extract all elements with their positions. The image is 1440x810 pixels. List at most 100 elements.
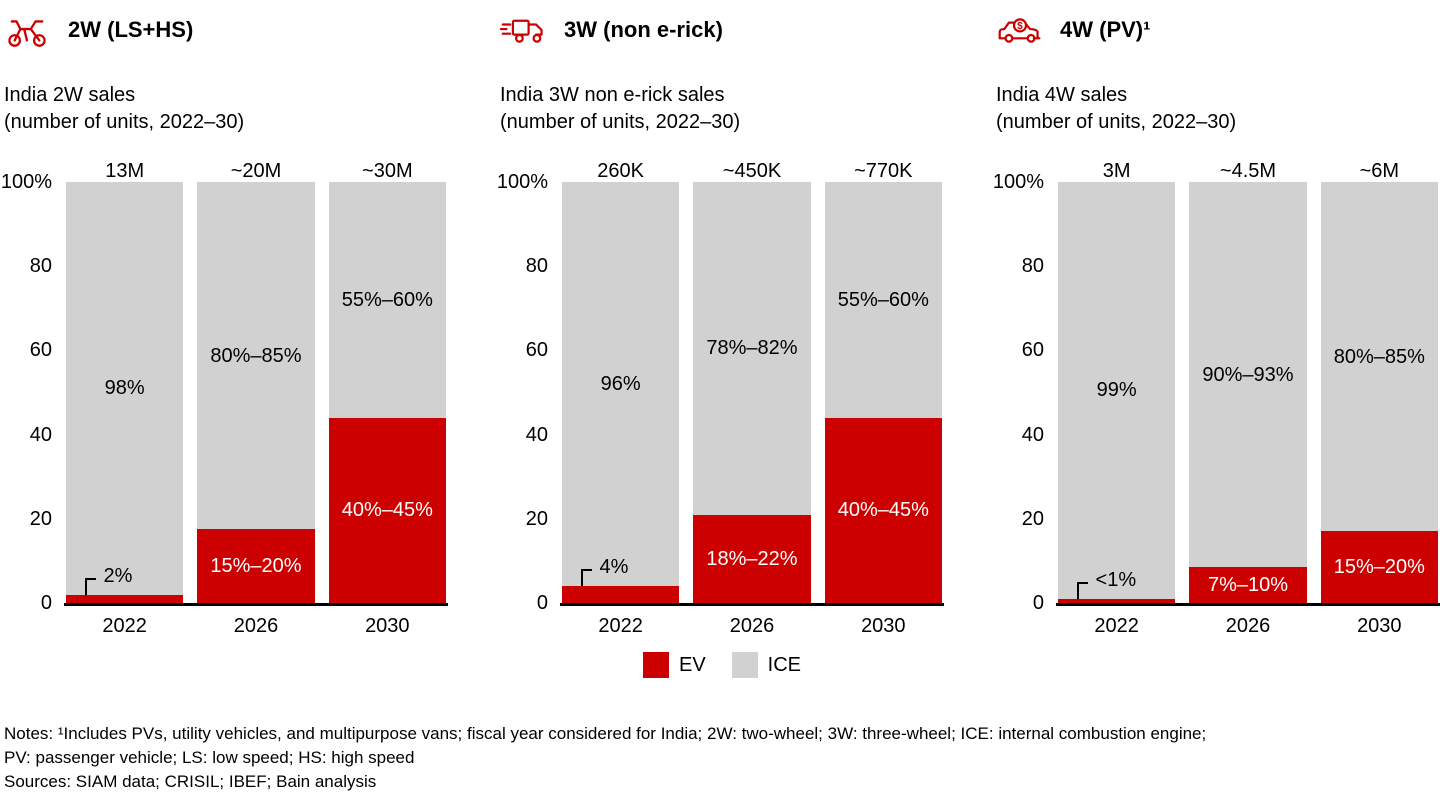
x-label: 2022 [102, 615, 147, 637]
sources-line: Sources: SIAM data; CRISIL; IBEF; Bain a… [4, 772, 377, 791]
bar-2022: 98% 2% [66, 182, 184, 603]
y-tick: 0 [1032, 592, 1044, 614]
x-label: 2022 [598, 615, 643, 637]
chart-subtitle: (number of units, 2022–30) [4, 111, 245, 133]
ev-segment-label: 2% [103, 564, 133, 587]
totals-row: 260K ~450K ~770K [560, 152, 944, 182]
x-label: 2022 [1094, 615, 1139, 637]
y-tick: 100% [496, 171, 548, 193]
bars-row: 99% <1% 90%–93% 7%–10% 80%–85% 15%–20% [1056, 182, 1440, 603]
bar-2030: 55%–60% 40%–45% [824, 182, 942, 603]
total-label: ~770K [854, 160, 913, 182]
notes-line-1: Notes: ¹Includes PVs, utility vehicles, … [4, 724, 1207, 743]
ice-segment-label: 98% [104, 377, 145, 400]
chart-panel-1: 2W (LS+HS) India 2W sales (number of units… [1, 10, 448, 638]
bar-2022: 99% <1% [1058, 182, 1176, 603]
y-tick: 80 [29, 255, 52, 278]
callout-line [1076, 581, 1088, 599]
ev-segment [328, 417, 446, 603]
x-labels-row: 2022 2026 2030 [64, 606, 448, 638]
ice-segment-label: 55%–60% [341, 288, 433, 311]
ev-segment [66, 594, 184, 603]
panels-row: 2W (LS+HS) India 2W sales (number of units… [1, 10, 1440, 638]
plot-area: 98% 2% 80%–85% 15%–20% 55%–60% 40%–45% [64, 182, 448, 606]
y-tick: 40 [1021, 423, 1044, 446]
segment-title: 4W (PV)¹ [1060, 17, 1151, 42]
legend-label: ICE [767, 653, 802, 676]
totals-row: 3M ~4.5M ~6M [1056, 152, 1440, 182]
total-label: ~30M [362, 160, 413, 182]
ev-segment [1058, 598, 1176, 603]
y-axis: 100% 80 60 40 20 0 [497, 172, 560, 613]
ice-segment [1189, 182, 1307, 568]
x-label: 2030 [861, 615, 906, 637]
bars-row: 98% 2% 80%–85% 15%–20% 55%–60% 40%–45% [64, 182, 448, 603]
legend-swatch [642, 652, 669, 678]
bar-2026: 90%–93% 7%–10% [1189, 182, 1307, 603]
ice-segment-label: 90%–93% [1202, 363, 1294, 386]
total-label: 3M [1102, 160, 1131, 182]
segment-title: 3W (non e-rick) [564, 17, 723, 42]
ev-segment-label: <1% [1095, 568, 1137, 591]
total-label: ~4.5M [1219, 160, 1277, 182]
ev-segment-label: 15%–20% [1333, 556, 1425, 579]
ice-segment-label: 80%–85% [210, 344, 302, 367]
y-tick: 40 [525, 423, 548, 446]
ev-segment-label: 7%–10% [1207, 574, 1289, 597]
ev-segment [1189, 567, 1307, 603]
ice-segment [328, 182, 446, 418]
x-label: 2030 [365, 615, 410, 637]
ice-segment [197, 182, 315, 530]
callout-line [580, 569, 592, 587]
chart-panel-2: 3W (non e-rick) India 3W non e-rick sales… [497, 10, 944, 638]
x-labels-row: 2022 2026 2030 [560, 606, 944, 638]
car-dollar-icon: $ [996, 13, 1046, 47]
total-label: ~6M [1359, 160, 1400, 182]
y-tick: 80 [525, 255, 548, 278]
svg-text:$: $ [1017, 21, 1023, 32]
three-wheeler-icon [500, 13, 550, 47]
notes: Notes: ¹Includes PVs, utility vehicles, … [4, 722, 1440, 794]
y-tick: 0 [536, 592, 548, 614]
bars-row: 96% 4% 78%–82% 18%–22% 55%–60% 40%–45% [560, 182, 944, 603]
y-tick: 60 [29, 339, 52, 362]
bar-2026: 80%–85% 15%–20% [197, 182, 315, 603]
bar-2026: 78%–82% 18%–22% [693, 182, 811, 603]
ev-segment-label: 18%–22% [706, 547, 798, 570]
y-tick: 20 [525, 507, 548, 530]
legend: EV ICE [4, 652, 1440, 678]
ice-segment-label: 80%–85% [1333, 345, 1425, 368]
y-tick: 40 [29, 423, 52, 446]
y-tick: 20 [29, 507, 52, 530]
ice-segment [562, 182, 680, 587]
notes-line-2: PV: passenger vehicle; LS: low speed; HS… [4, 748, 415, 767]
ev-segment-label: 4% [599, 556, 629, 579]
ev-segment-label: 15%–20% [210, 555, 302, 578]
y-tick: 60 [525, 339, 548, 362]
plot-area: 96% 4% 78%–82% 18%–22% 55%–60% 40%–45% [560, 182, 944, 606]
ice-segment-label: 78%–82% [706, 337, 798, 360]
plot-area-wrap: 100% 80 60 40 20 0 96% 4% 78%–82% 18%–22% 55%–60% 4… [497, 172, 944, 613]
y-axis: 100% 80 60 40 20 0 [993, 172, 1056, 613]
chart-subtitle: (number of units, 2022–30) [996, 111, 1237, 133]
bar-2022: 96% 4% [562, 182, 680, 603]
ev-segment-label: 40%–45% [341, 499, 433, 522]
ev-segment [197, 529, 315, 603]
y-tick: 60 [1021, 339, 1044, 362]
totals-row: 13M ~20M ~30M [64, 152, 448, 182]
ev-segment [693, 514, 811, 603]
ice-segment [693, 182, 811, 515]
x-label: 2026 [1225, 615, 1271, 637]
y-tick: 20 [1021, 507, 1044, 530]
ice-segment [1058, 182, 1176, 599]
segment-header: 3W (non e-rick) [500, 10, 944, 50]
ev-segment [562, 586, 680, 603]
ice-segment-label: 96% [600, 373, 641, 396]
motorcycle-icon [4, 11, 54, 49]
x-label: 2030 [1357, 615, 1402, 637]
segment-header: $4W (PV)¹ [996, 10, 1440, 50]
chart-title: India 2W sales [4, 84, 136, 106]
plot-area-wrap: 100% 80 60 40 20 0 99% <1% 90%–93% 7%–10% 80%–85% 1… [993, 172, 1440, 613]
total-label: ~20M [230, 160, 282, 182]
plot-area: 99% <1% 90%–93% 7%–10% 80%–85% 15%–20% [1056, 182, 1440, 606]
